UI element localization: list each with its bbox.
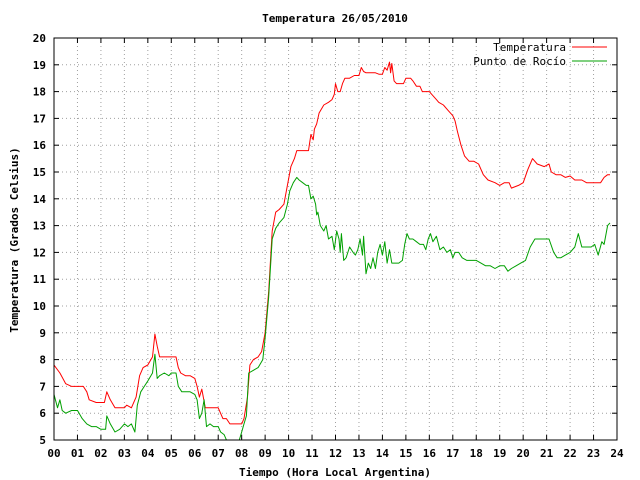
y-tick-label: 17: [33, 112, 46, 125]
x-tick-label: 02: [94, 447, 107, 460]
x-tick-label: 15: [399, 447, 412, 460]
x-tick-label: 01: [71, 447, 85, 460]
x-tick-label: 19: [493, 447, 506, 460]
y-tick-label: 8: [39, 354, 46, 367]
legend: Temperatura Punto de Rocío: [473, 41, 607, 68]
y-tick-label: 12: [33, 246, 46, 259]
x-tick-label: 03: [118, 447, 131, 460]
y-tick-label: 11: [33, 273, 47, 286]
y-tick-label: 6: [39, 407, 46, 420]
x-tick-label: 07: [212, 447, 225, 460]
x-tick-label: 21: [540, 447, 554, 460]
x-tick-label: 09: [259, 447, 272, 460]
x-tick-label: 10: [282, 447, 295, 460]
y-tick-label: 16: [33, 139, 47, 152]
x-tick-label: 18: [470, 447, 483, 460]
legend-label-punto-de-rocio: Punto de Rocío: [473, 55, 566, 68]
chart-title: Temperatura 26/05/2010: [262, 12, 408, 25]
y-tick-label: 10: [33, 300, 46, 313]
series-lines: [54, 61, 611, 440]
y-tick-label: 19: [33, 59, 46, 72]
gridlines: [54, 38, 617, 440]
x-tick-label: 00: [47, 447, 60, 460]
x-tick-label: 22: [563, 447, 576, 460]
x-tick-label: 24: [610, 447, 624, 460]
x-tick-label: 04: [141, 447, 155, 460]
y-tick-label: 5: [39, 434, 46, 447]
series-line-temperatura: [54, 61, 610, 425]
y-axis-label: Temperatura (Grados Celsius): [8, 147, 21, 332]
x-tick-label: 17: [446, 447, 459, 460]
x-tick-label: 05: [165, 447, 178, 460]
x-tick-label: 20: [517, 447, 530, 460]
x-axis-label: Tiempo (Hora Local Argentina): [239, 466, 431, 479]
x-tick-label: 12: [329, 447, 342, 460]
series-line-punto-de-rocio: [54, 176, 611, 440]
x-tick-label: 13: [352, 447, 365, 460]
x-tick-label: 16: [423, 447, 437, 460]
y-tick-label: 9: [39, 327, 46, 340]
y-tick-label: 20: [33, 32, 46, 45]
y-tick-label: 7: [39, 380, 46, 393]
legend-label-temperatura: Temperatura: [493, 41, 566, 54]
y-tick-label: 18: [33, 86, 46, 99]
x-tick-label: 06: [188, 447, 202, 460]
y-tick-label: 14: [33, 193, 47, 206]
x-tick-label: 11: [305, 447, 319, 460]
x-tick-label: 14: [376, 447, 390, 460]
x-tick-label: 08: [235, 447, 248, 460]
x-tick-label: 23: [587, 447, 600, 460]
y-tick-label: 13: [33, 220, 46, 233]
y-tick-label: 15: [33, 166, 46, 179]
plot-frame: [53, 37, 618, 441]
axis-ticks: 00 01 02 03 04 05 06 07 08 09 10 11 12 13 14 15 16 17 18 19…: [33, 32, 624, 460]
